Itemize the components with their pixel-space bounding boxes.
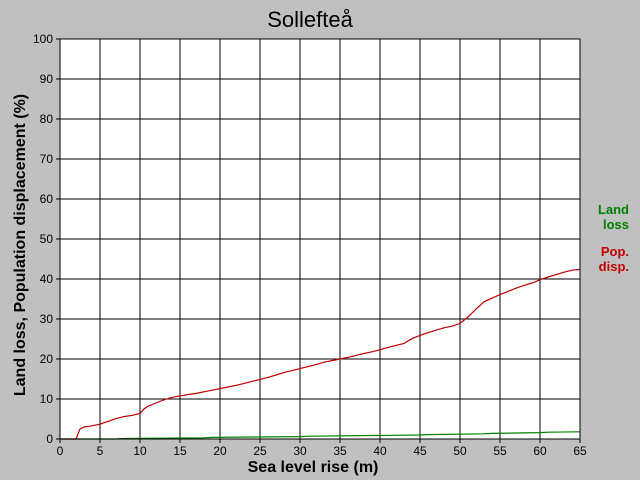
legend-entry-pop-disp: disp. xyxy=(599,259,629,274)
y-tick-label: 20 xyxy=(40,352,54,366)
x-tick-label: 55 xyxy=(493,444,507,458)
series-layer xyxy=(60,268,581,440)
x-tick-label: 35 xyxy=(333,444,347,458)
series-line-land-loss xyxy=(60,431,581,440)
legend-entry-pop-disp: Pop. xyxy=(601,244,629,259)
x-tick-labels: 0 5 10 15 20 25 30 35 40 45 50 55 60 65 xyxy=(57,444,587,458)
x-tick-label: 5 xyxy=(97,444,104,458)
x-tick-label: 10 xyxy=(133,444,147,458)
y-tick-labels: 0 10 20 30 40 50 60 70 80 90 100 xyxy=(33,32,53,446)
x-tick-label: 15 xyxy=(173,444,187,458)
chart-title: Sollefteå xyxy=(267,7,353,32)
y-tick-label: 40 xyxy=(40,272,54,286)
y-axis-label: Land loss, Population displacement (%) xyxy=(12,94,29,396)
y-tick-label: 50 xyxy=(40,232,54,246)
x-tick-label: 25 xyxy=(253,444,267,458)
x-axis-label: Sea level rise (m) xyxy=(248,459,379,476)
x-tick-label: 45 xyxy=(413,444,427,458)
x-tick-label: 0 xyxy=(57,444,64,458)
y-tick-label: 90 xyxy=(40,72,54,86)
y-tick-label: 30 xyxy=(40,312,54,326)
x-tick-label: 30 xyxy=(293,444,307,458)
y-tick-label: 70 xyxy=(40,152,54,166)
series-line-pop-disp xyxy=(60,268,581,440)
y-tick-label: 0 xyxy=(46,432,53,446)
x-tick-label: 60 xyxy=(533,444,547,458)
x-tick-label: 65 xyxy=(573,444,587,458)
y-tick-label: 60 xyxy=(40,192,54,206)
grid xyxy=(56,38,581,443)
legend-entry-land-loss: Land xyxy=(598,202,629,217)
y-tick-label: 10 xyxy=(40,392,54,406)
x-tick-label: 40 xyxy=(373,444,387,458)
plot-frame xyxy=(59,38,581,440)
x-tick-label: 20 xyxy=(213,444,227,458)
y-tick-label: 80 xyxy=(40,112,54,126)
y-tick-label: 100 xyxy=(33,32,53,46)
legend-entry-land-loss: loss xyxy=(603,217,629,232)
x-tick-label: 50 xyxy=(453,444,467,458)
